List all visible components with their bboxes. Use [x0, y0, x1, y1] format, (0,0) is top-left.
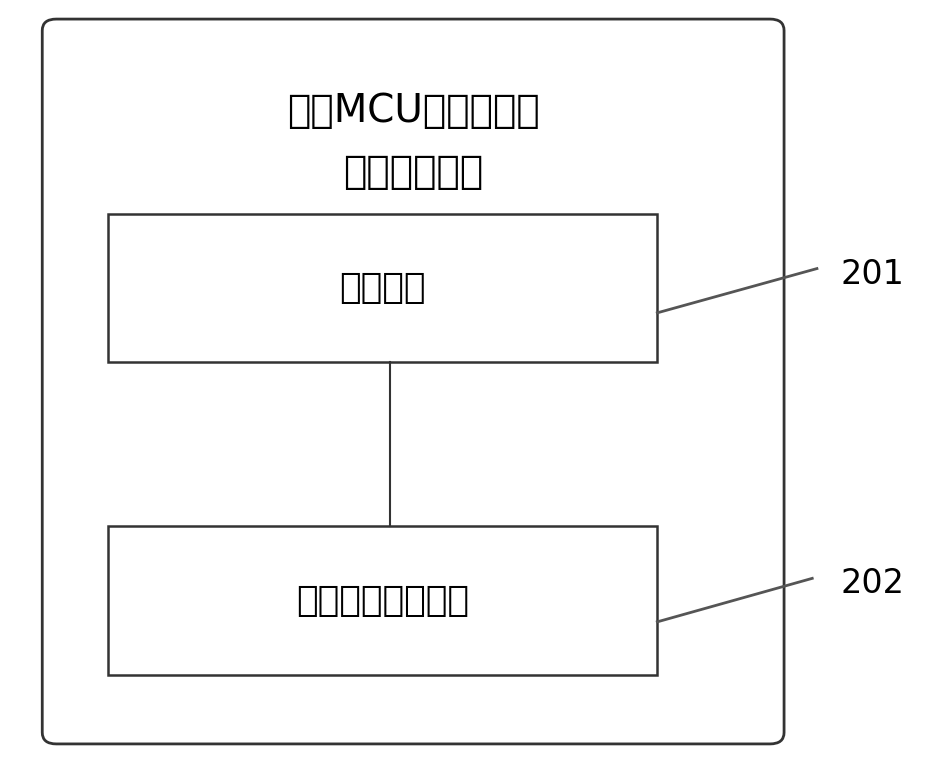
Text: 202: 202	[840, 567, 904, 600]
FancyBboxPatch shape	[42, 19, 784, 744]
Text: 201: 201	[840, 258, 904, 291]
Text: 硬件控制装置: 硬件控制装置	[343, 153, 484, 191]
Text: 端口复用硬件模块: 端口复用硬件模块	[296, 584, 470, 618]
Bar	[108, 526, 657, 675]
Text: 控制开关: 控制开关	[339, 271, 426, 305]
Text: 用于MCU芯片测试的: 用于MCU芯片测试的	[286, 92, 540, 130]
Bar	[108, 214, 657, 362]
